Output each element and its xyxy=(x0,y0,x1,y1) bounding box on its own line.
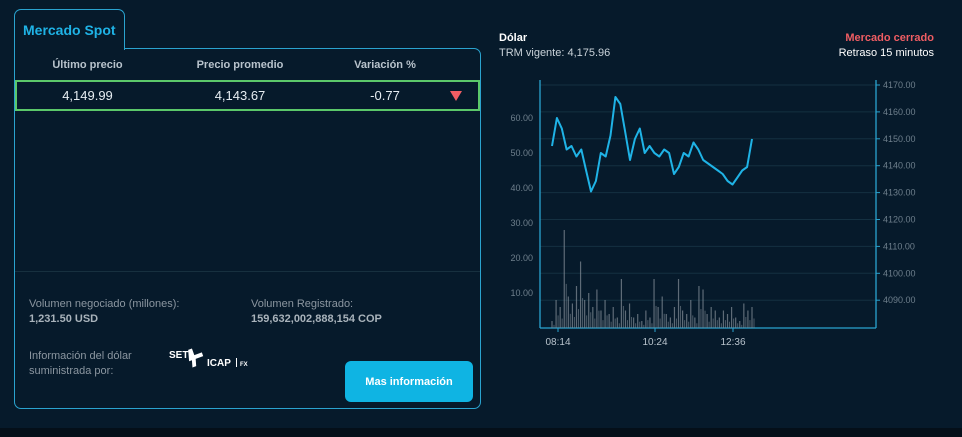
svg-text:4160.00: 4160.00 xyxy=(883,107,916,117)
set-icap-fx-logo: SET ICAP FX xyxy=(169,346,259,374)
svg-text:4110.00: 4110.00 xyxy=(883,241,915,251)
svg-text:12:36: 12:36 xyxy=(720,337,745,348)
volume-registered-value: 159,632,002,888,154 COP xyxy=(251,313,382,325)
trm-value: TRM vigente: 4,175.96 xyxy=(499,47,611,59)
bottom-band xyxy=(0,428,962,437)
col-header-variation: Variación % xyxy=(354,59,416,71)
volume-negotiated-label: Volumen negociado (millones): xyxy=(29,298,180,310)
svg-text:60.00: 60.00 xyxy=(510,113,533,123)
avg-price-value: 4,143.67 xyxy=(214,88,266,103)
tab-label: Mercado Spot xyxy=(23,22,116,38)
variation-value: -0.77 xyxy=(370,88,400,103)
market-status: Mercado cerrado xyxy=(845,32,934,44)
col-header-avg-price: Precio promedio xyxy=(196,59,284,71)
logo-set-text: SET xyxy=(169,350,188,361)
divider xyxy=(15,271,480,272)
svg-text:4120.00: 4120.00 xyxy=(883,215,916,225)
tab-join xyxy=(15,47,124,50)
logo-icap-text: ICAP xyxy=(207,358,231,369)
svg-text:4100.00: 4100.00 xyxy=(883,268,916,278)
svg-text:08:14: 08:14 xyxy=(545,337,570,348)
svg-text:4140.00: 4140.00 xyxy=(883,161,916,171)
volume-registered-label: Volumen Registrado: xyxy=(251,298,354,310)
tab-mercado-spot[interactable]: Mercado Spot xyxy=(14,9,125,50)
svg-text:4150.00: 4150.00 xyxy=(883,134,916,144)
source-label-line2: suministrada por: xyxy=(29,365,114,377)
svg-text:20.00: 20.00 xyxy=(510,253,533,263)
volume-negotiated-value: 1,231.50 USD xyxy=(29,313,99,325)
logo-fx-text: FX xyxy=(240,362,248,368)
svg-text:4090.00: 4090.00 xyxy=(883,295,916,305)
svg-text:10.00: 10.00 xyxy=(510,288,533,298)
triangle-down-icon xyxy=(450,91,462,101)
svg-text:50.00: 50.00 xyxy=(510,148,533,158)
delay-notice: Retraso 15 minutos xyxy=(838,47,934,59)
svg-text:40.00: 40.00 xyxy=(510,183,533,193)
more-info-button[interactable]: Mas información xyxy=(345,361,473,402)
chart-title: Dólar xyxy=(499,32,528,44)
svg-text:4130.00: 4130.00 xyxy=(883,188,916,198)
price-row[interactable] xyxy=(15,80,480,111)
svg-text:30.00: 30.00 xyxy=(510,218,533,228)
source-label-line1: Información del dólar xyxy=(29,350,132,362)
last-price-value: 4,149.99 xyxy=(62,88,113,103)
dollar-chart[interactable]: 4090.00 4100.00 4110.00 4120.00 4130.00 4140.… xyxy=(490,70,962,360)
svg-text:4170.00: 4170.00 xyxy=(883,80,916,90)
col-header-last-price: Último precio xyxy=(52,59,123,71)
spot-panel xyxy=(14,48,481,409)
svg-text:10:24: 10:24 xyxy=(642,337,667,348)
